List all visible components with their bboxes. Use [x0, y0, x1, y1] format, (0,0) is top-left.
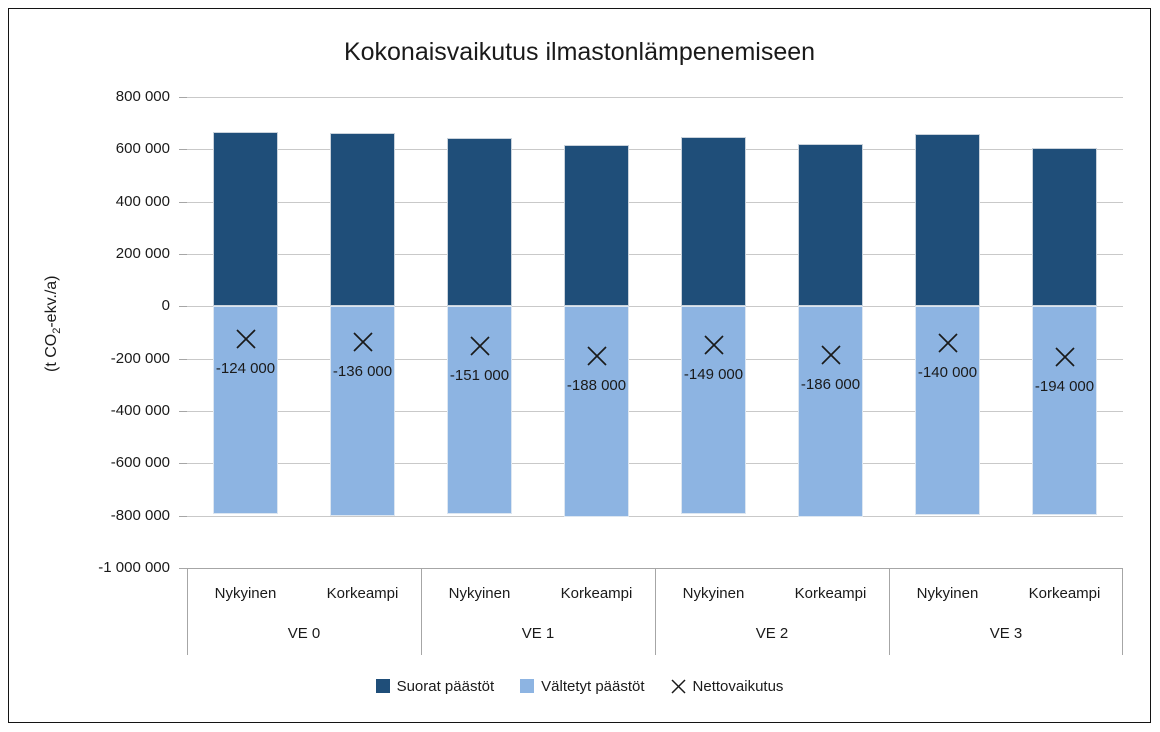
y-axis-labels: 800 000 600 000 400 000 200 000 0 -200 000 -40… [9, 88, 170, 576]
y-tick-label: -1 000 000 [98, 559, 170, 576]
category-divider [1122, 569, 1123, 655]
chart-title: Kokonaisvaikutus ilmastonlämpenemiseen [343, 38, 816, 66]
bar-avoided-emissions [681, 306, 746, 515]
net-impact-x-marker-icon [1054, 347, 1075, 367]
category-axis: Nykyinen Korkeampi VE 0 Nykyinen Korkeampi VE… [187, 568, 1123, 655]
plot-area: -124 000 -136 000 -151 000 -188 000 -149 000… [187, 97, 1123, 568]
group-label: VE 0 [287, 625, 321, 642]
y-tick-label: 600 000 [115, 140, 170, 158]
y-tick-mark [179, 463, 187, 465]
net-impact-x-marker-icon [586, 345, 607, 366]
bar-avoided-emissions [915, 306, 980, 515]
legend-item: Vältetyt päästöt [520, 677, 645, 695]
legend-swatch [520, 679, 535, 693]
gridline [187, 463, 1123, 465]
gridline [187, 411, 1123, 412]
net-impact-x-marker-icon [937, 333, 958, 353]
y-tick-mark [179, 568, 187, 569]
legend-x-marker-icon [671, 678, 686, 694]
legend-item: Suorat päästöt [375, 677, 495, 695]
gridline [187, 306, 1123, 308]
y-tick-label: -200 000 [110, 349, 170, 367]
group-label: VE 3 [989, 625, 1023, 642]
group-label: VE 1 [521, 625, 555, 642]
y-tick-label: 0 [161, 297, 170, 315]
category-label: Nykyinen [448, 585, 511, 602]
bar-direct-emissions [915, 134, 980, 307]
bar-avoided-emissions [1032, 306, 1097, 516]
category-label: Korkeampi [1028, 585, 1101, 602]
net-value-label: -188 000 [566, 376, 627, 394]
legend-label: Suorat päästöt [396, 677, 495, 695]
y-tick-mark [179, 149, 187, 151]
net-value-label: -136 000 [332, 362, 393, 380]
category-divider [421, 569, 422, 655]
category-label: Nykyinen [214, 585, 277, 602]
bar-direct-emissions [798, 144, 863, 307]
y-tick-mark [179, 97, 187, 98]
bar-avoided-emissions [447, 306, 512, 515]
bar-direct-emissions [447, 138, 512, 307]
bar-direct-emissions [681, 137, 746, 307]
category-label: Nykyinen [682, 585, 745, 602]
category-divider [655, 569, 656, 655]
y-tick-label: 400 000 [115, 192, 170, 210]
bar-direct-emissions [213, 131, 278, 307]
gridline [187, 201, 1123, 203]
category-divider [889, 569, 890, 655]
y-tick-label: 200 000 [115, 245, 170, 262]
net-value-label: -140 000 [917, 363, 978, 381]
y-axis-tick-marks [179, 97, 187, 569]
bar-direct-emissions [330, 132, 395, 307]
net-value-label: -151 000 [449, 366, 510, 384]
y-tick-label: 800 000 [115, 88, 170, 105]
y-tick-mark [179, 201, 187, 203]
net-impact-x-marker-icon [820, 345, 841, 365]
legend: Suorat päästöt Vältetyt päästöt Nettovaiku… [9, 671, 1150, 701]
category-label: Korkeampi [560, 585, 633, 602]
y-tick-mark [179, 411, 187, 412]
legend-label: Nettovaikutus [692, 677, 784, 695]
y-tick-label: -400 000 [110, 402, 170, 419]
gridline [187, 254, 1123, 255]
category-label: Nykyinen [916, 585, 979, 602]
legend-label: Vältetyt päästöt [541, 677, 645, 695]
category-label: Korkeampi [326, 585, 399, 602]
gridline [187, 515, 1123, 517]
net-value-label: -124 000 [215, 359, 276, 377]
net-impact-x-marker-icon [469, 336, 490, 356]
category-divider [187, 569, 188, 655]
bar-avoided-emissions [213, 306, 278, 514]
category-label: Korkeampi [794, 585, 867, 602]
y-tick-mark [179, 254, 187, 255]
y-tick-label: -600 000 [110, 454, 170, 472]
y-tick-mark [179, 515, 187, 517]
net-impact-x-marker-icon [235, 329, 256, 349]
legend-swatch [375, 679, 390, 693]
bar-avoided-emissions [798, 306, 863, 518]
net-impact-x-marker-icon [352, 332, 373, 352]
group-label: VE 2 [755, 625, 789, 642]
gridline [187, 149, 1123, 151]
net-value-label: -186 000 [800, 376, 861, 393]
gridline [187, 358, 1123, 360]
bar-direct-emissions [1032, 148, 1097, 307]
bar-direct-emissions [564, 145, 629, 307]
y-tick-label: -800 000 [110, 506, 170, 524]
net-value-label: -194 000 [1034, 378, 1095, 396]
legend-item: Nettovaikutus [671, 677, 784, 695]
y-tick-mark [179, 306, 187, 308]
net-impact-x-marker-icon [703, 335, 724, 355]
net-value-label: -149 000 [683, 366, 744, 384]
bar-avoided-emissions [564, 306, 629, 517]
gridline [187, 97, 1123, 98]
y-tick-mark [179, 358, 187, 360]
chart-frame: Kokonaisvaikutus ilmastonlämpenemiseen (… [8, 8, 1151, 723]
